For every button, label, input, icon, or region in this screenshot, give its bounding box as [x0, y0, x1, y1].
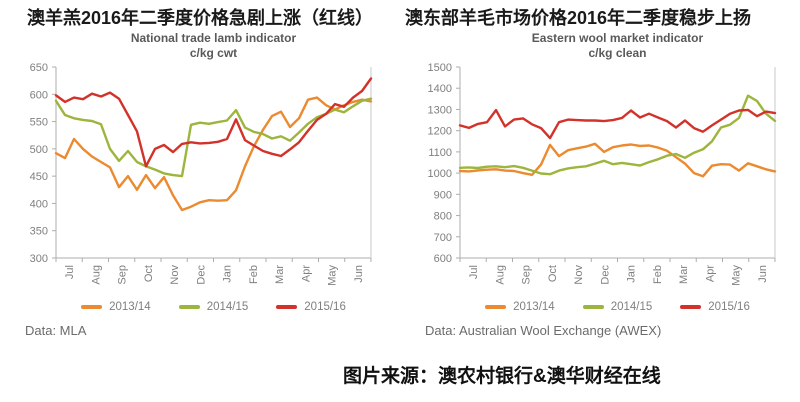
legend-swatch-2013-14 — [81, 305, 103, 309]
y-tick-label: 1300 — [428, 104, 452, 116]
legend-item: 2013/14 — [485, 301, 555, 313]
legend-label: 2015/16 — [708, 301, 750, 313]
x-tick-label: Feb — [652, 265, 664, 284]
x-tick-label: Nov — [573, 265, 585, 285]
legend-label: 2015/16 — [304, 301, 346, 313]
wool-chart-title-cn: 澳东部羊毛市场价格2016年二季度稳步上扬 — [404, 8, 752, 28]
series-line-2015-16 — [458, 108, 777, 140]
x-tick-label: May — [731, 265, 743, 286]
y-tick-label: 1000 — [428, 168, 452, 180]
legend-label: 2014/15 — [206, 301, 249, 313]
x-tick-label: Feb — [248, 265, 260, 284]
y-tick-label: 450 — [30, 171, 48, 183]
y-tick-label: 700 — [434, 232, 452, 244]
x-tick-label: Nov — [169, 265, 181, 285]
y-tick-label: 900 — [434, 189, 452, 201]
legend-item: 2015/16 — [680, 301, 750, 313]
legend-swatch-2013-14 — [485, 305, 507, 309]
wool-chart-title-en: Eastern wool market indicator — [531, 31, 704, 45]
series-line-2013-14 — [458, 142, 777, 178]
lamb-chart-title-en: National trade lamb indicator — [130, 31, 297, 45]
x-tick-label: Jun — [353, 265, 365, 283]
y-tick-label: 1200 — [428, 126, 452, 138]
wool-chart-units: c/kg clean — [588, 46, 647, 60]
y-tick-label: 500 — [30, 144, 48, 156]
legend-swatch-2015-16 — [276, 305, 298, 309]
y-tick-label: 650 — [30, 62, 48, 74]
series-line-2014-15 — [54, 97, 373, 178]
y-tick-label: 400 — [30, 198, 48, 210]
y-tick-label: 300 — [30, 253, 48, 265]
x-tick-label: Dec — [599, 265, 611, 285]
legend-swatch-2014-15 — [178, 305, 200, 309]
x-tick-label: Dec — [195, 265, 207, 285]
y-tick-label: 1100 — [428, 147, 452, 159]
x-tick-label: Mar — [678, 265, 690, 284]
x-tick-label: Apr — [704, 265, 716, 282]
legend-swatch-2015-16 — [680, 305, 702, 309]
legend-item: 2014/15 — [178, 301, 249, 313]
x-tick-label: Jan — [222, 265, 234, 283]
lamb-chart-plot: 650 600 550 500 450 400 350 300 Jul Aug Sep Oct Nov D… — [30, 62, 373, 286]
legend-swatch-2014-15 — [582, 305, 604, 309]
legend-item: 2014/15 — [582, 301, 653, 313]
legend-item: 2015/16 — [276, 301, 346, 313]
image-source-caption: 图片来源：澳农村银行&澳华财经在线 — [343, 366, 661, 387]
lamb-chart-legend: 2013/14 2014/15 2015/16 — [56, 301, 371, 313]
x-tick-label: Mar — [274, 265, 286, 284]
x-tick-label: Jul — [468, 265, 480, 279]
y-tick-label: 1400 — [428, 83, 452, 95]
lamb-chart-title-cn: 澳羊羔2016年二季度价格急剧上涨（红线） — [26, 8, 374, 28]
x-tick-label: Oct — [143, 265, 155, 282]
wool-chart-plot: 1500 1400 1300 1200 1100 1000 900 800 700 600 Jul A… — [428, 62, 777, 286]
x-tick-label: Jul — [64, 265, 76, 279]
x-tick-label: May — [327, 265, 339, 286]
lamb-chart-panel: 澳羊羔2016年二季度价格急剧上涨（红线） National trade lam… — [0, 0, 400, 360]
x-tick-label: Apr — [300, 265, 312, 282]
x-tick-label: Sep — [521, 265, 533, 285]
wool-chart-legend: 2013/14 2014/15 2015/16 — [460, 301, 775, 313]
series-line-2013-14 — [54, 96, 373, 212]
x-tick-label: Oct — [547, 265, 559, 282]
wool-chart-panel: 澳东部羊毛市场价格2016年二季度稳步上扬 Eastern wool marke… — [400, 0, 800, 360]
legend-label: 2013/14 — [109, 301, 151, 313]
wool-data-source: Data: Australian Wool Exchange (AWEX) — [425, 323, 662, 338]
lamb-chart-units: c/kg cwt — [189, 46, 238, 60]
x-tick-label: Jan — [626, 265, 638, 283]
y-tick-label: 350 — [30, 226, 48, 238]
x-tick-label: Sep — [117, 265, 129, 285]
y-tick-label: 800 — [434, 211, 452, 223]
x-tick-label: Jun — [757, 265, 769, 283]
legend-label: 2013/14 — [513, 301, 555, 313]
series-line-2014-15 — [458, 94, 777, 176]
y-tick-label: 550 — [30, 117, 48, 129]
y-tick-label: 600 — [434, 253, 452, 265]
lamb-data-source: Data: MLA — [25, 323, 87, 338]
series-line-2015-16 — [54, 77, 373, 168]
x-tick-label: Aug — [90, 265, 102, 285]
legend-item: 2013/14 — [81, 301, 151, 313]
y-tick-label: 600 — [30, 89, 48, 101]
x-tick-label: Aug — [494, 265, 506, 285]
legend-label: 2014/15 — [610, 301, 653, 313]
y-tick-label: 1500 — [428, 62, 452, 74]
